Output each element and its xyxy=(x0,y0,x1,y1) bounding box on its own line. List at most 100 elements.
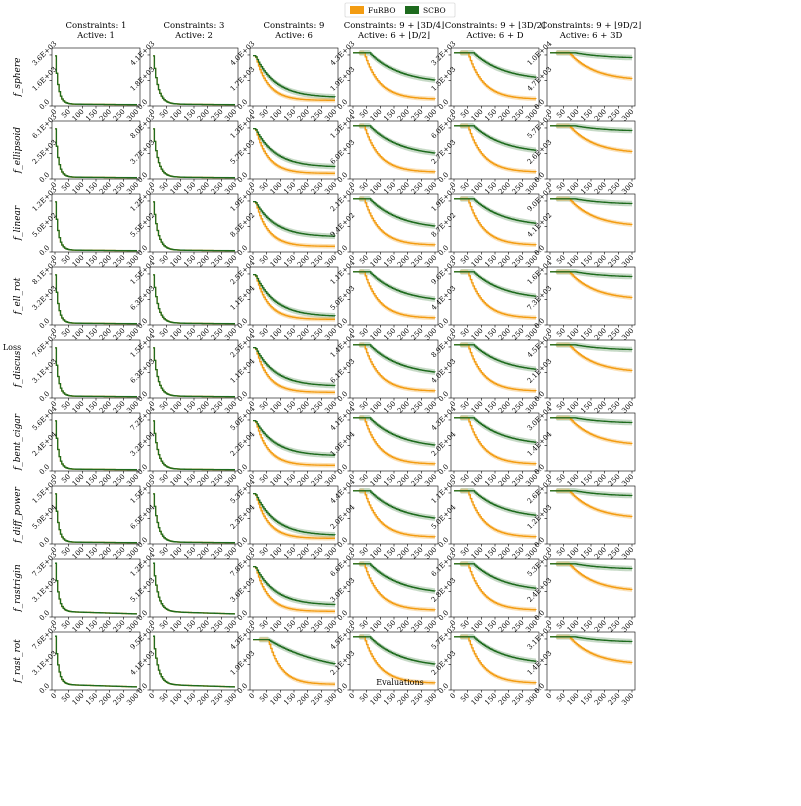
furbo-line xyxy=(153,420,235,471)
x-tick-label: 0 xyxy=(50,108,59,117)
y-tick-label: 5.0E+02 xyxy=(31,211,59,239)
scbo-line xyxy=(253,200,336,237)
x-tick-label: 300 xyxy=(423,473,438,488)
x-tick-label: 200 xyxy=(497,473,512,488)
y-tick-label: 5.1E+03 xyxy=(129,576,157,604)
x-tick-label: 50 xyxy=(459,692,471,704)
legend: FuRBO SCBO xyxy=(344,2,456,18)
x-tick-label: 150 xyxy=(182,400,197,415)
x-tick-label: 250 xyxy=(210,108,225,123)
x-tick-label: 50 xyxy=(459,108,471,120)
y-tick-label: 1.0E+04 xyxy=(526,39,554,67)
scbo-band xyxy=(353,488,435,521)
furbo-line xyxy=(253,638,335,685)
x-tick-label: 300 xyxy=(323,692,338,707)
x-tick-label: 0 xyxy=(248,546,257,555)
x-tick-label: 200 xyxy=(98,254,113,269)
scbo-band xyxy=(253,55,335,100)
y-tick-label: 1.9E+03 xyxy=(229,649,257,677)
y-tick-label: 7.3E+03 xyxy=(31,551,59,579)
legend-swatch-scbo xyxy=(405,6,419,14)
x-tick-label: 200 xyxy=(98,327,113,342)
x-tick-label: 200 xyxy=(593,546,608,561)
x-tick-label: 150 xyxy=(483,108,498,123)
furbo-line xyxy=(353,125,436,173)
scbo-band xyxy=(55,563,137,615)
scbo-line xyxy=(550,125,633,132)
x-tick-label: 300 xyxy=(125,473,140,488)
x-tick-label: 50 xyxy=(60,327,72,339)
y-tick-label: 3.1E+03 xyxy=(31,357,59,385)
x-tick-label: 300 xyxy=(323,473,338,488)
x-tick-label: 100 xyxy=(269,108,284,123)
furbo-line xyxy=(55,493,137,544)
scbo-line xyxy=(550,490,633,497)
scbo-band xyxy=(153,493,235,544)
x-tick-label: 150 xyxy=(84,108,99,123)
furbo-band xyxy=(353,50,435,102)
x-tick-label: 100 xyxy=(169,400,184,415)
x-tick-label: 150 xyxy=(182,181,197,196)
x-tick-label: 50 xyxy=(258,181,270,193)
furbo-band xyxy=(55,55,137,106)
x-tick-label: 50 xyxy=(60,473,72,485)
x-tick-label: 200 xyxy=(593,619,608,634)
x-tick-label: 0 xyxy=(248,400,257,409)
x-tick-label: 150 xyxy=(483,181,498,196)
y-tick-label: 5.9E+04 xyxy=(31,503,59,531)
x-tick-label: 0 xyxy=(449,181,458,190)
x-tick-label: 0 xyxy=(50,254,59,263)
x-tick-label: 50 xyxy=(358,473,370,485)
furbo-band xyxy=(55,201,137,252)
x-tick-label: 300 xyxy=(620,473,635,488)
scbo-band xyxy=(454,561,536,592)
scbo-line xyxy=(253,492,336,536)
scbo-band xyxy=(153,347,235,398)
x-tick-label: 200 xyxy=(196,327,211,342)
furbo-line xyxy=(353,198,436,246)
y-tick-label: 0.0 xyxy=(136,390,150,404)
y-tick-label: 0.0 xyxy=(437,609,451,623)
x-tick-label: 200 xyxy=(296,108,311,123)
x-tick-label: 300 xyxy=(223,692,238,707)
furbo-line xyxy=(55,128,137,179)
furbo-band xyxy=(353,488,435,540)
furbo-line xyxy=(153,128,235,179)
x-tick-label: 50 xyxy=(358,254,370,266)
x-tick-label: 0 xyxy=(248,181,257,190)
x-tick-label: 0 xyxy=(148,254,157,263)
y-tick-label: 0.0 xyxy=(38,390,52,404)
scbo-line xyxy=(353,52,436,81)
column-title-0: Constraints: 1 xyxy=(66,21,127,31)
scbo-line xyxy=(55,128,137,179)
panel-frame xyxy=(51,339,141,399)
x-tick-label: 250 xyxy=(112,546,127,561)
x-tick-label: 0 xyxy=(50,619,59,628)
x-tick-label: 100 xyxy=(369,108,384,123)
x-tick-label: 300 xyxy=(323,108,338,123)
y-tick-label: 0.0 xyxy=(136,463,150,477)
x-tick-label: 250 xyxy=(210,473,225,488)
x-tick-label: 250 xyxy=(310,108,325,123)
x-tick-label: 0 xyxy=(449,619,458,628)
y-tick-label: 1.9E+03 xyxy=(329,65,357,93)
x-tick-label: 100 xyxy=(169,473,184,488)
x-tick-label: 50 xyxy=(60,181,72,193)
x-tick-label: 200 xyxy=(296,327,311,342)
x-tick-label: 150 xyxy=(382,254,397,269)
x-tick-label: 100 xyxy=(71,327,86,342)
x-tick-label: 50 xyxy=(555,181,567,193)
furbo-line xyxy=(550,271,633,299)
furbo-line xyxy=(55,562,137,615)
x-tick-label: 250 xyxy=(410,327,425,342)
x-tick-label: 200 xyxy=(497,327,512,342)
column-subtitle-4: Active: 6 + D xyxy=(465,31,523,41)
x-tick-label: 200 xyxy=(196,546,211,561)
x-tick-label: 250 xyxy=(607,400,622,415)
x-tick-label: 50 xyxy=(60,692,72,704)
panel-frame xyxy=(51,120,141,180)
